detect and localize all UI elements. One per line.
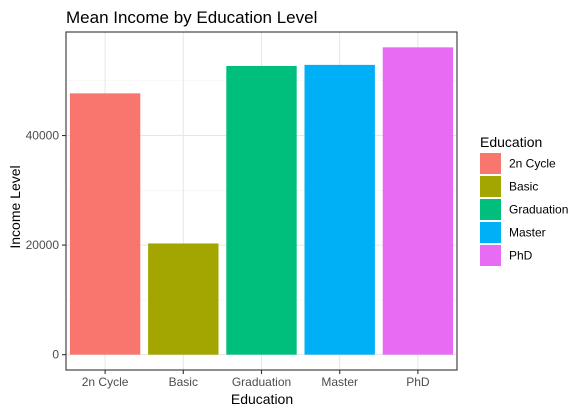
y-axis-ticks: 0 20000 40000 — [26, 129, 66, 362]
y-tick-label: 40000 — [26, 129, 60, 143]
legend-label: Basic — [509, 180, 538, 194]
chart-title: Mean Income by Education Level — [66, 8, 317, 27]
legend-key — [480, 153, 501, 174]
legend-label: Graduation — [509, 203, 568, 217]
bar-master — [304, 64, 375, 355]
legend-key — [480, 222, 501, 243]
x-tick-label: PhD — [406, 375, 430, 389]
bar-graduation — [226, 65, 297, 355]
legend-key — [480, 176, 501, 197]
x-tick-label: 2n Cycle — [82, 375, 129, 389]
x-tick-label: Graduation — [232, 375, 291, 389]
legend-label: Master — [509, 226, 546, 240]
bar-basic — [148, 243, 219, 355]
x-tick-label: Basic — [169, 375, 198, 389]
legend: Education 2n Cycle Basic Graduation Master P… — [480, 134, 568, 266]
legend-key — [480, 245, 501, 266]
bar-phd — [382, 47, 454, 355]
y-tick-label: 0 — [52, 348, 59, 362]
x-axis-ticks: 2n Cycle Basic Graduation Master PhD — [82, 370, 430, 389]
legend-key — [480, 199, 501, 220]
legend-label: PhD — [509, 249, 533, 263]
bar-2n-cycle — [69, 93, 141, 355]
x-tick-label: Master — [321, 375, 358, 389]
legend-items: 2n Cycle Basic Graduation Master PhD — [480, 153, 568, 266]
y-axis-title: Income Level — [7, 165, 23, 248]
legend-title: Education — [480, 134, 542, 150]
bars — [69, 47, 454, 355]
y-tick-label: 20000 — [26, 238, 60, 252]
legend-label: 2n Cycle — [509, 157, 556, 171]
x-axis-title: Education — [231, 391, 293, 407]
plot-panel: 0 20000 40000 2n Cycle Basic Graduation Maste… — [26, 31, 458, 389]
